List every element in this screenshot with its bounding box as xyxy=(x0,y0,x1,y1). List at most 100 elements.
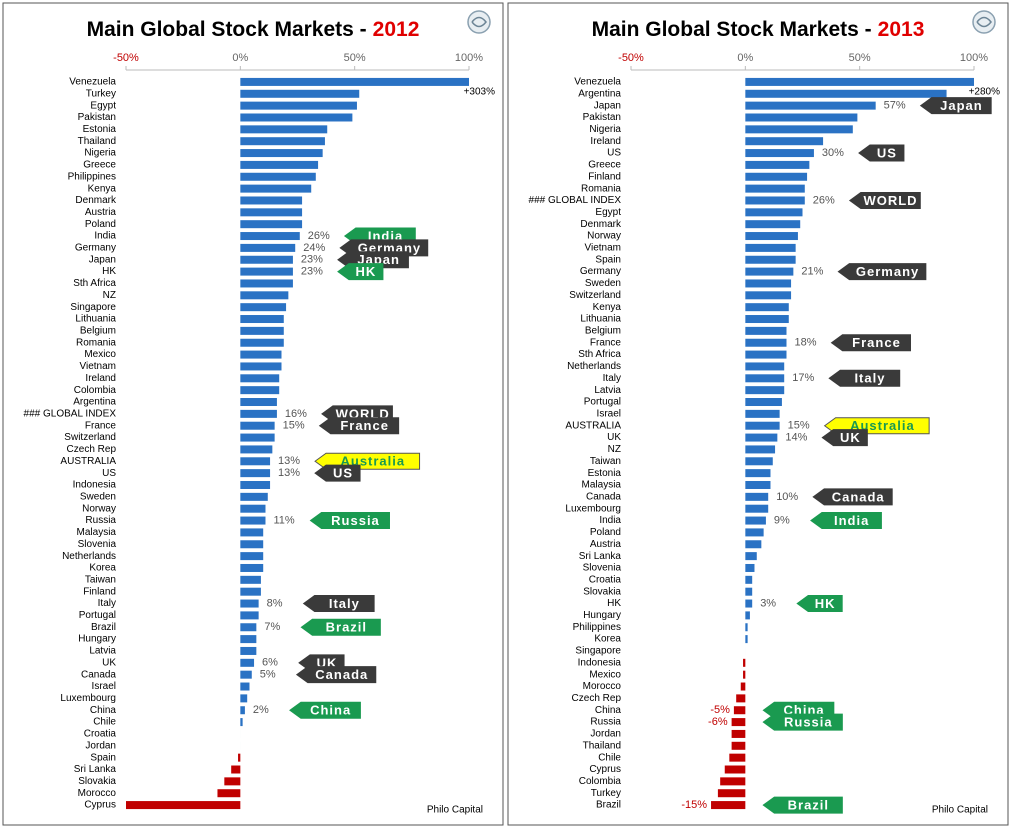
bar xyxy=(731,741,746,750)
value-label: +280% xyxy=(969,87,1001,98)
bar xyxy=(745,635,748,644)
bar xyxy=(240,196,303,205)
value-label: 3% xyxy=(760,597,776,609)
value-label: 15% xyxy=(788,420,810,432)
category-label: Belgium xyxy=(585,326,621,337)
category-label: Ireland xyxy=(85,373,116,384)
bar xyxy=(717,789,746,798)
bar xyxy=(743,670,746,679)
category-label: Croatia xyxy=(84,729,117,740)
category-label: Romania xyxy=(76,337,116,348)
bar xyxy=(240,267,293,276)
value-label: 23% xyxy=(301,254,323,266)
callout-tag xyxy=(295,666,377,684)
category-label: Estonia xyxy=(588,468,622,479)
category-label: Mexico xyxy=(589,669,621,680)
category-label: Indonesia xyxy=(73,480,117,491)
bar xyxy=(240,445,273,454)
category-label: Ireland xyxy=(590,136,621,147)
category-label: Canada xyxy=(586,491,621,502)
bar xyxy=(745,504,769,513)
callout-tag xyxy=(812,488,893,506)
bar xyxy=(745,611,750,620)
x-tick-label: 100% xyxy=(455,52,483,64)
callout-tag xyxy=(309,512,390,530)
title-year: 2013 xyxy=(878,18,925,41)
category-label: Korea xyxy=(594,634,621,645)
category-label: Russia xyxy=(85,515,116,526)
category-label: Malaysia xyxy=(77,527,117,538)
callout-text: China xyxy=(310,703,351,718)
bar xyxy=(745,184,805,193)
bar xyxy=(745,303,789,312)
callout-tag xyxy=(858,144,905,162)
chart-panel: Main Global Stock Markets - 2013 -50% 0% 50%… xyxy=(507,2,1009,826)
category-label: India xyxy=(599,515,621,526)
category-label: Chile xyxy=(93,717,116,728)
category-label: Norway xyxy=(82,503,116,514)
bar xyxy=(240,184,312,193)
x-tick-label: 50% xyxy=(849,52,871,64)
bar xyxy=(240,552,264,561)
category-label: Slovakia xyxy=(583,586,621,597)
bar xyxy=(745,220,801,229)
category-label: Philippines xyxy=(573,622,621,633)
bar xyxy=(720,777,746,786)
bar xyxy=(240,457,271,466)
callout-text: Canada xyxy=(832,489,885,504)
bar xyxy=(240,706,245,715)
category-label: Japan xyxy=(594,100,621,111)
bar xyxy=(217,789,241,798)
category-label: Sri Lanka xyxy=(579,551,622,562)
category-label: Italy xyxy=(603,373,621,384)
callout-text: Canada xyxy=(315,667,368,682)
bar xyxy=(745,469,771,478)
category-label: Czech Rep xyxy=(67,444,117,455)
bar xyxy=(745,374,785,383)
category-label: Brazil xyxy=(91,622,116,633)
category-label: Romania xyxy=(581,183,621,194)
category-label: Lithuania xyxy=(75,314,116,325)
category-label: Slovenia xyxy=(78,539,117,550)
value-label: 57% xyxy=(884,100,906,112)
bar xyxy=(240,255,293,264)
category-label: Latvia xyxy=(594,385,621,396)
bar xyxy=(240,386,280,395)
category-label: Indonesia xyxy=(578,657,622,668)
callout-tag xyxy=(828,369,901,387)
bar xyxy=(240,291,289,300)
value-label: 23% xyxy=(301,266,323,278)
bar xyxy=(745,599,753,608)
category-label: Argentina xyxy=(578,88,621,99)
value-label: 15% xyxy=(283,420,305,432)
category-label: Kenya xyxy=(593,302,622,313)
bar xyxy=(240,492,268,501)
category-label: Venezuela xyxy=(574,77,621,88)
value-label: -6% xyxy=(708,716,728,728)
category-label: Latvia xyxy=(89,646,116,657)
category-label: Israel xyxy=(597,409,621,420)
bar xyxy=(240,670,252,679)
category-label: Luxembourg xyxy=(565,503,621,514)
callout-tag xyxy=(919,97,992,115)
callout-text: Italy xyxy=(329,596,360,611)
category-label: Denmark xyxy=(580,219,622,230)
category-label: Egypt xyxy=(595,207,621,218)
bar xyxy=(240,658,255,667)
category-label: Canada xyxy=(81,669,116,680)
category-label: Sth Africa xyxy=(73,278,116,289)
bar xyxy=(745,457,773,466)
callout-text: Germany xyxy=(856,264,919,279)
callout-tag xyxy=(830,334,911,352)
bar xyxy=(240,232,300,241)
bar xyxy=(745,516,766,525)
bar xyxy=(240,409,277,418)
category-label: Sri Lanka xyxy=(74,764,117,775)
category-label: Austria xyxy=(85,207,117,218)
x-tick-label: 0% xyxy=(737,52,753,64)
bar xyxy=(240,398,277,407)
category-label: Kenya xyxy=(88,183,117,194)
category-label: India xyxy=(94,231,116,242)
callout-text: Russia xyxy=(784,715,833,730)
category-label: Slovenia xyxy=(583,563,622,574)
